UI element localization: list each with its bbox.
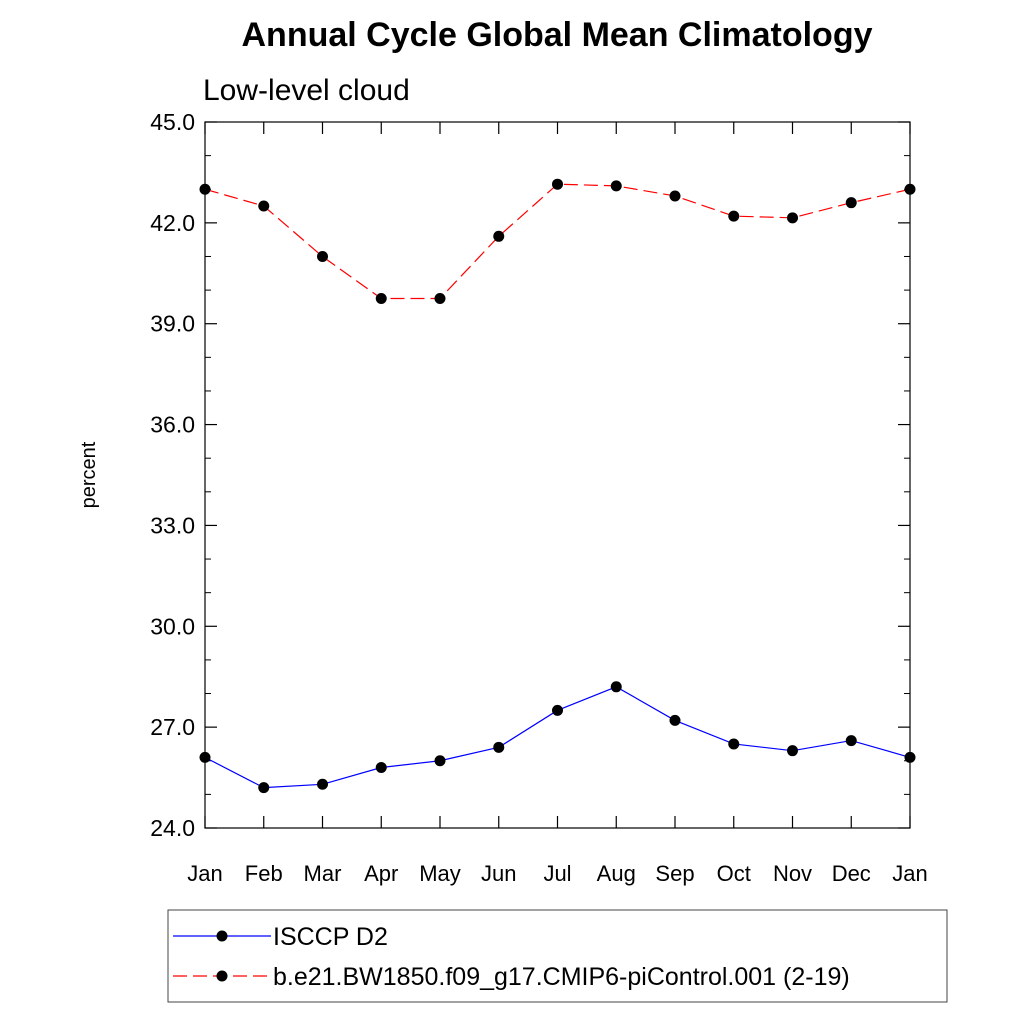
x-tick-label: Jun [481,861,516,886]
legend-label-1: b.e21.BW1850.f09_g17.CMIP6-piControl.001… [273,963,850,991]
series-1-point [552,178,563,190]
legend-marker-1 [216,970,228,982]
series-1-point [610,180,622,192]
series-1-point [845,197,857,209]
chart-title: Annual Cycle Global Mean Climatology [242,16,873,54]
x-tick-label: Jul [543,861,571,886]
series-1-point [728,210,740,222]
series-1-point [904,183,916,195]
series-0-point [552,704,563,716]
y-tick-label: 36.0 [150,412,195,438]
series-0-point [317,778,328,790]
legend-marker-0 [216,930,228,942]
series-1-point [317,250,328,262]
series-0-point [610,681,622,693]
series-1-point [199,183,211,195]
y-axis-label: percent [78,441,100,508]
y-tick-label: 27.0 [150,714,195,740]
series-0-point [199,751,211,763]
series-0-point [375,761,387,773]
x-tick-label: Nov [773,861,812,886]
series-0-point [434,755,446,767]
x-tick-label: Mar [304,861,342,886]
series-1-point [669,190,681,202]
legend: ISCCP D2 b.e21.BW1850.f09_g17.CMIP6-piCon… [173,923,850,991]
y-tick-label: 30.0 [150,613,195,639]
x-tick-label: May [419,861,461,886]
series-0-point [669,714,681,726]
series-0-point [728,738,740,750]
y-tick-label: 24.0 [150,815,195,841]
x-tick-label: Jan [892,861,927,886]
y-axis: 24.0 27.0 30.0 33.0 36.0 39.0 42.0 45.0 [150,109,910,841]
y-tick-label: 33.0 [150,512,195,538]
x-tick-label: Apr [364,861,398,886]
series-1-point [434,293,446,304]
x-tick-label: Aug [597,861,636,886]
legend-label-0: ISCCP D2 [273,923,388,951]
x-tick-label: Sep [655,861,694,886]
series-1-point [493,230,505,242]
x-tick-label: Dec [832,861,871,886]
y-tick-label: 42.0 [150,210,195,236]
series-0-point [258,782,270,794]
series-layer [199,178,916,794]
series-line-1 [204,183,911,300]
x-tick-label: Feb [245,861,283,886]
chart-subtitle: Low-level cloud [203,74,410,107]
series-0-point [787,745,798,757]
legend-box [167,909,948,1003]
y-tick-label: 45.0 [150,109,195,135]
series-1-point [375,293,387,304]
x-tick-label: Jan [187,861,222,886]
y-tick-label: 39.0 [150,311,195,337]
x-axis: Jan Feb Mar Apr May Jun Jul Aug Sep Oct Nov Dec Jan [187,122,928,886]
series-0-point [493,741,505,753]
series-line-0 [204,686,911,789]
x-tick-label: Oct [717,861,751,886]
plot-frame [204,121,911,829]
series-0-point [845,735,857,747]
series-1-point [258,200,270,212]
series-1-point [787,212,798,224]
series-0-point [904,751,916,763]
